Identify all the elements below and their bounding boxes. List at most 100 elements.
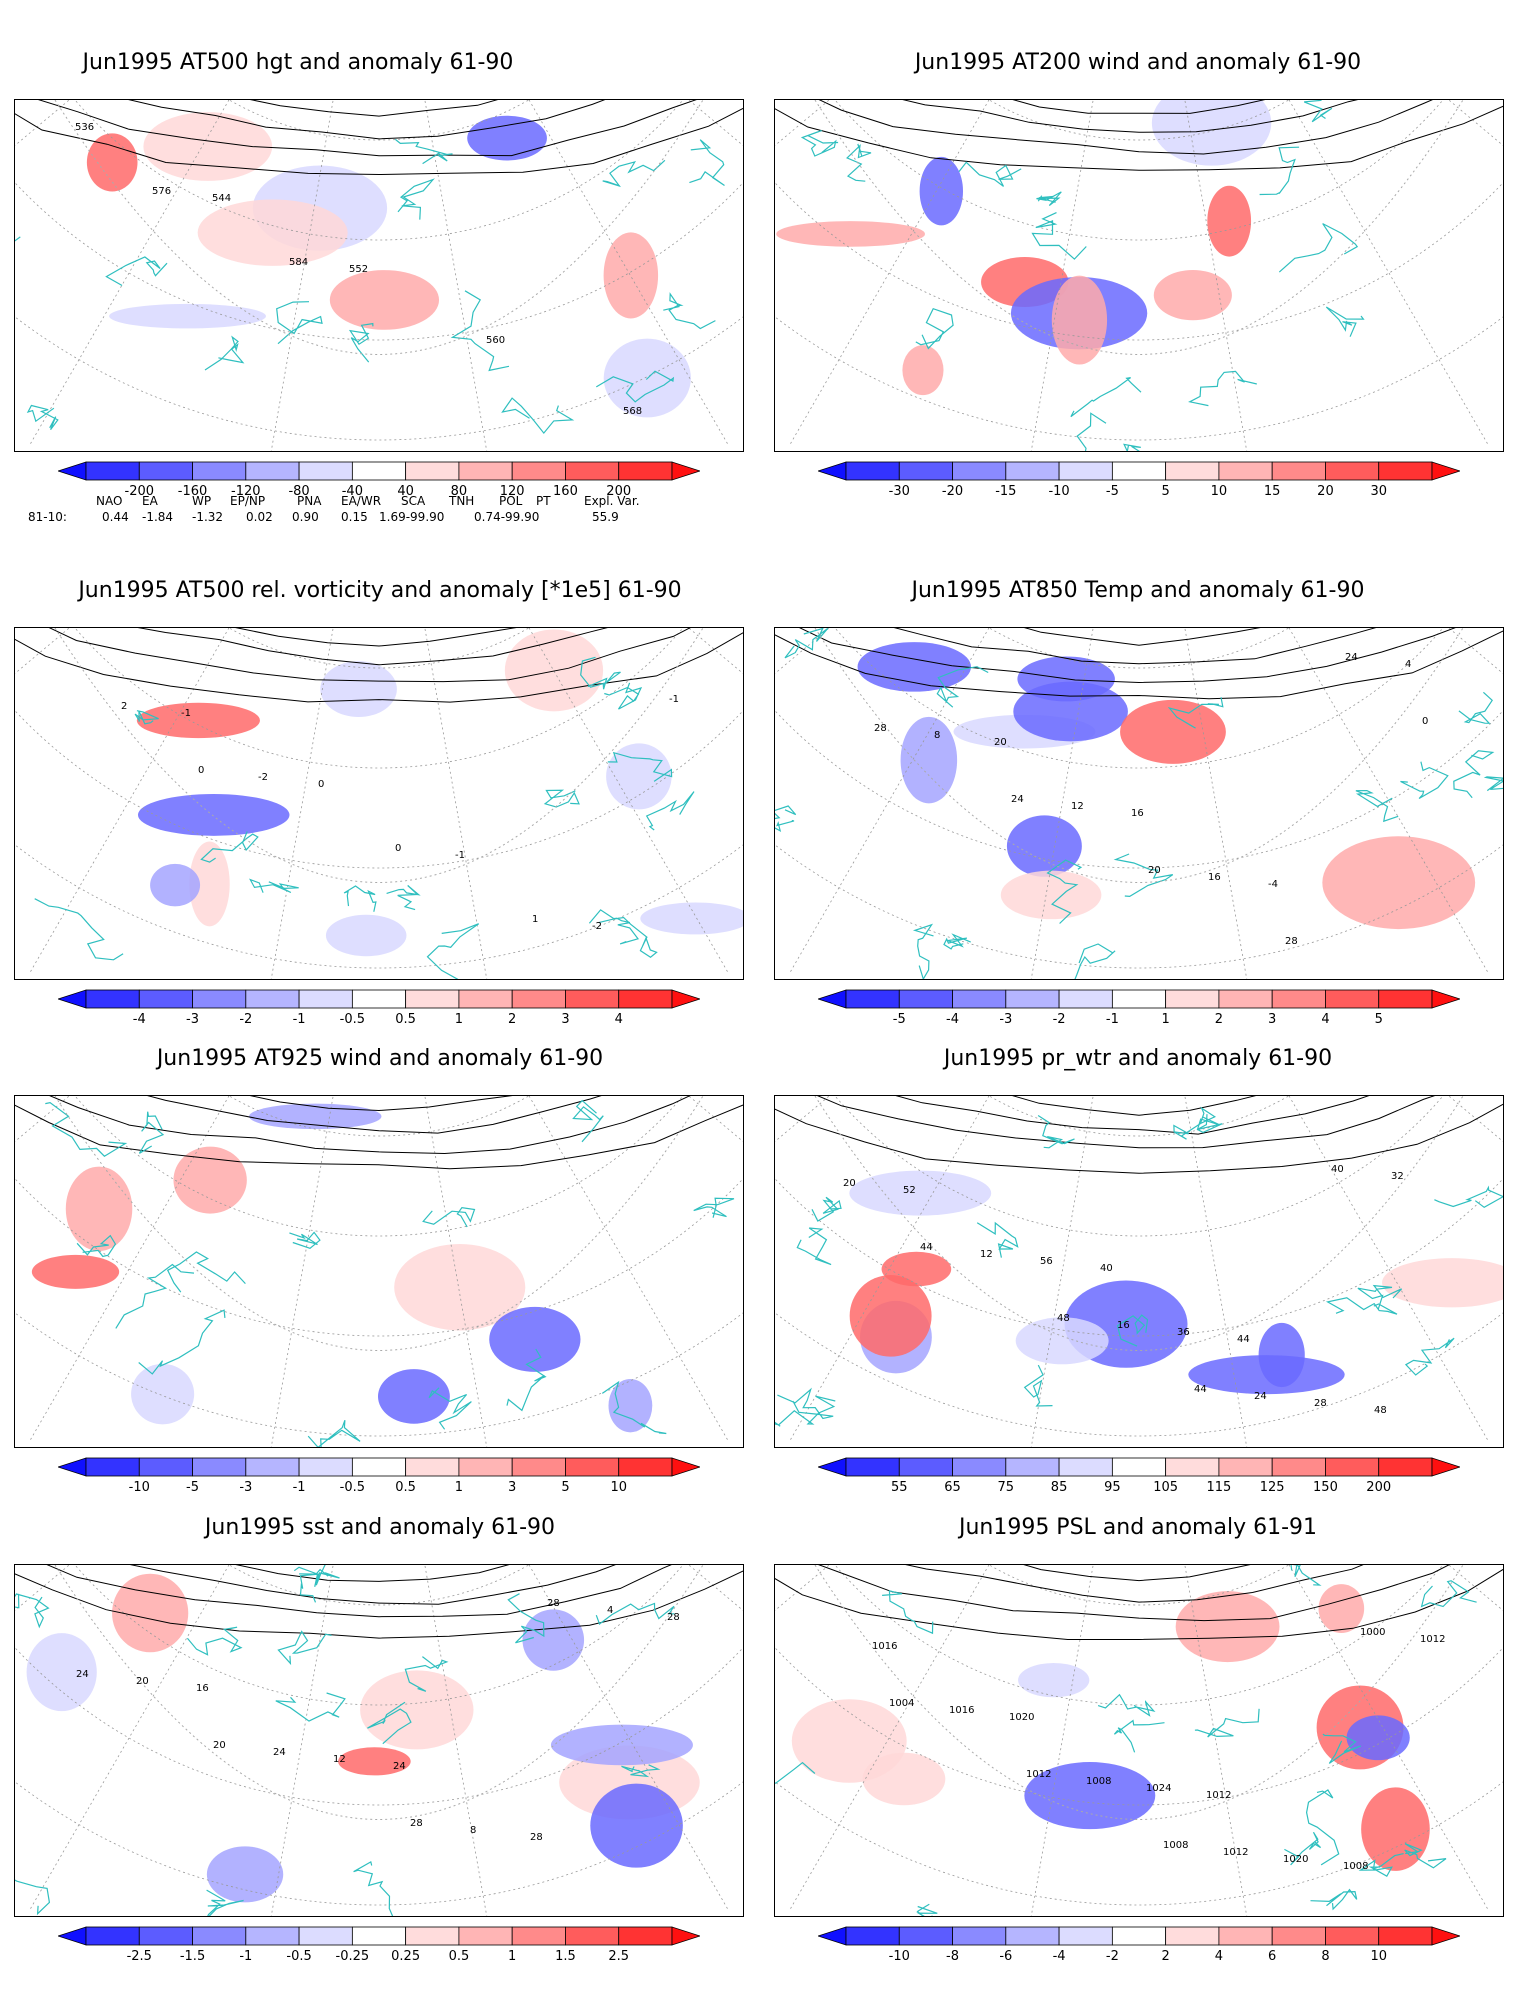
colorbar-segment [952,1926,1007,1946]
coastline-segment [943,933,971,950]
colorbar-arrow-low [56,1457,87,1477]
colorbar-segment [1271,1457,1326,1477]
contour-line [775,1103,1503,1174]
colorbar-tick-label: -80 [288,484,310,499]
coastline-segment [604,682,643,710]
colorbar-segment [458,1457,513,1477]
colorbar-tick-label: 0.5 [395,1012,416,1027]
coastline-segment [912,923,934,979]
coastline-segment [601,1380,667,1435]
colorbar-tick-label: 125 [1259,1480,1285,1495]
coastline-segment [1097,1693,1156,1717]
coastline-segment [663,292,716,330]
colorbar-segment [405,1457,460,1477]
meridian [788,628,990,975]
contour-label: -1 [181,708,191,719]
tc-header: EA [142,494,158,508]
anomaly-blob [1015,1317,1109,1365]
colorbar-segment [298,1926,353,1946]
colorbar-tick-label: 200 [1366,1480,1392,1495]
coastline-segment [26,404,59,431]
meridian [424,1096,488,1447]
coastline-segment [689,139,725,186]
colorbar-svg [56,461,702,481]
anomaly-blob [137,793,290,836]
colorbar-tick-label: 8 [1321,1949,1330,1964]
coastline-segment [607,751,673,782]
meridian [528,100,730,447]
anomaly-blob [590,1783,683,1868]
tc-header: PNA [297,494,322,508]
coastline-segment [1031,212,1087,260]
contour-label: 44 [1194,1384,1207,1395]
colorbar-labels: -30 -20 -15 -10 -5 5 10 15 20 30 [818,484,1460,502]
colorbar-tick-label: 5 [561,1480,570,1495]
anomaly-blob [136,702,260,739]
colorbar-tick-label: 105 [1153,1480,1179,1495]
anomaly-blob [1018,1662,1090,1698]
anomaly-blob [862,1752,946,1806]
colorbar-tick-label: -0.5 [339,1012,366,1027]
colorbar-segment [245,461,300,481]
coastline-segment [1278,223,1359,273]
map-panel-p6: 40 44 48 52 56 36 28 20 12 16 24 32 44 48 44 40 [774,1095,1504,1448]
contour-label: 24 [273,1747,286,1758]
colorbar-tick-label: 20 [1317,484,1334,499]
colorbar-arrow-high [1431,1457,1462,1477]
meridian [1448,1096,1503,1142]
contour-label: 40 [1100,1263,1113,1274]
contour-labels: 1012 1008 1016 1020 1024 1020 1012 1016 1008 1012… [872,1627,1445,1872]
coastline-segment [34,898,124,961]
meridian [1288,100,1490,447]
contour-line [775,630,1503,700]
contour-label: 1008 [1086,1776,1111,1787]
colorbar-tick-label: -5 [892,1012,906,1027]
meridian [528,1565,730,1912]
contour-label: 1020 [1009,1712,1034,1723]
anomaly-blob [325,914,407,957]
colorbar-segment [405,461,460,481]
graticule [15,100,743,451]
contour-label: 1020 [1283,1854,1308,1865]
colorbar-segment [1165,1926,1220,1946]
latitude-circle [988,1565,1290,1606]
anomaly-blob [31,1254,120,1289]
contour-label: -2 [258,772,268,783]
colorbar-arrow-high [1431,461,1462,481]
colorbar-tick-label: -160 [177,484,208,499]
contour-label: 1016 [949,1705,974,1716]
colorbar-p2: -30 -20 -15 -10 -5 5 10 15 20 30 [816,460,1462,504]
colorbar-svg [816,1457,1462,1477]
colorbar-segment [192,461,247,481]
coastline-segment [1070,377,1142,418]
contour-label: 1000 [1360,1627,1385,1638]
tc-value: 1.69-99.90 [379,510,445,524]
tc-value: 0.44 [102,510,129,524]
coastline-segment [289,1231,321,1249]
anomaly-blob [504,629,604,712]
colorbar-tick-label: -4 [946,1012,960,1027]
colorbar-tick-label: -3 [186,1012,200,1027]
colorbar-segment [1111,1457,1167,1477]
tc-header: SCA [401,494,426,508]
colorbar-tick-label: 3 [1268,1012,1277,1027]
meridian [1030,1096,1094,1447]
map-panel-p2 [774,99,1504,452]
coastline-segment [367,1701,412,1745]
colorbar-segment [1218,1457,1273,1477]
coastline-segment [775,1395,836,1427]
colorbar-segment [1325,989,1380,1009]
colorbar-arrow-low [816,1457,847,1477]
contour-line [1012,100,1266,114]
anomaly-blob [360,1670,474,1750]
coastline-segment [882,1590,934,1635]
coastline-segment [115,1263,195,1329]
colorbar-tick-label: 85 [1050,1480,1068,1495]
contour-label: -4 [1268,879,1278,890]
anomaly-blob [109,303,266,329]
colorbar-p1: -200 -160 -120 -80 -40 40 80 120 160 200 [56,460,702,504]
colorbar-segment [565,1926,620,1946]
tc-header: Expl. Var. [584,494,640,508]
contour-label: -1 [669,694,679,705]
anomaly-blob [329,270,440,330]
